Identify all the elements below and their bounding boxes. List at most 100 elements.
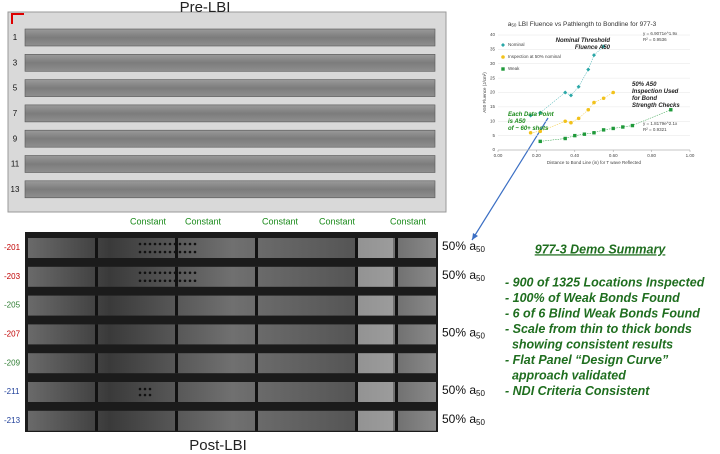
- strip-seam: [255, 324, 258, 345]
- lbi-spot: [163, 279, 167, 283]
- lbi-spot: [168, 250, 172, 254]
- lbi-spot: [173, 279, 177, 283]
- arrow-line: [471, 117, 549, 241]
- lbi-spot: [158, 242, 162, 246]
- column-label: Constant: [390, 216, 427, 226]
- a50-note: 50% a50: [442, 412, 485, 427]
- lbi-spot: [138, 387, 142, 391]
- row-label: -205: [4, 301, 21, 310]
- summary-line: - Flat Panel “Design Curve”: [505, 353, 669, 367]
- lbi-spot: [148, 393, 152, 397]
- lbi-spot: [153, 250, 157, 254]
- a50-sub: 50: [476, 245, 485, 254]
- point: [528, 113, 533, 118]
- strip-seam: [175, 324, 178, 345]
- strip-label: 5: [13, 84, 18, 93]
- lbi-spot: [193, 242, 197, 246]
- point: [621, 125, 625, 129]
- lbi-spot: [188, 271, 192, 275]
- post-strip: [28, 382, 436, 402]
- point: [601, 128, 606, 132]
- pre-strip: [24, 28, 436, 47]
- column-label: Constant: [130, 216, 167, 226]
- trend-line: [540, 109, 671, 142]
- annotation-line: Nominal Threshold: [556, 38, 611, 44]
- lbi-spot: [148, 279, 152, 283]
- lbi-spot: [178, 279, 182, 283]
- strip-seam: [395, 382, 398, 402]
- legend-swatch: [501, 43, 505, 47]
- lbi-spot: [138, 279, 142, 283]
- lbi-spot: [188, 250, 192, 254]
- strip-seam: [395, 295, 398, 316]
- point: [601, 96, 606, 101]
- lbi-spot: [168, 242, 172, 246]
- strip-seam: [95, 410, 98, 431]
- legend-label: Weak: [508, 66, 520, 71]
- lbi-spot: [148, 271, 152, 275]
- y-tick-label: 15: [490, 104, 496, 109]
- strip-label: 1: [13, 33, 18, 42]
- lbi-spot: [158, 279, 162, 283]
- column-label: Constant: [185, 216, 222, 226]
- post-strip: [28, 238, 436, 258]
- strip-seam: [255, 353, 258, 374]
- point: [573, 133, 577, 138]
- lbi-spot: [193, 250, 197, 254]
- strip-seam: [255, 410, 258, 431]
- row-label: -203: [4, 272, 21, 281]
- y-tick-label: 0: [492, 147, 495, 152]
- lbi-spot: [143, 279, 147, 283]
- strip-label: 13: [11, 185, 20, 194]
- pre-strip: [24, 104, 436, 123]
- point: [538, 139, 542, 144]
- pre-strip: [24, 155, 436, 173]
- lbi-spot: [188, 242, 192, 246]
- strip-seam: [395, 266, 398, 287]
- row-label: -201: [4, 243, 21, 252]
- lbi-spot: [183, 271, 187, 275]
- point: [611, 90, 615, 95]
- a50-sub: 50: [476, 418, 485, 427]
- lbi-spot: [143, 271, 147, 275]
- chart-title: a50 LBI Fluence vs Pathlength to Bondlin…: [508, 21, 657, 28]
- strip-seam: [95, 353, 98, 374]
- title-rest: LBI Fluence vs Pathlength to Bondline fo…: [516, 21, 656, 28]
- row-label: -211: [4, 387, 20, 396]
- lbi-spot: [138, 250, 142, 254]
- lbi-spot: [153, 279, 157, 283]
- point: [592, 131, 596, 135]
- lbi-spot: [153, 242, 157, 246]
- a50-text: 50% a: [442, 326, 476, 340]
- legend-swatch: [501, 67, 505, 71]
- strip-seam: [255, 382, 258, 402]
- strip-label: 11: [11, 160, 20, 169]
- lbi-spot: [163, 242, 167, 246]
- lbi-spot: [138, 242, 142, 246]
- pre-strip: [24, 79, 436, 97]
- trend-line: [530, 46, 604, 116]
- y-tick-label: 35: [490, 47, 496, 52]
- post-strip: [28, 410, 436, 431]
- annotation-line: 50% A50: [632, 82, 657, 88]
- strip-seam: [255, 238, 258, 258]
- point: [601, 44, 606, 49]
- y-tick-label: 30: [490, 61, 496, 66]
- point: [563, 136, 567, 141]
- legend-label: Nominal: [508, 42, 525, 47]
- annotation-line: for Bond: [632, 96, 657, 102]
- strip-seam: [175, 353, 178, 374]
- pre-strip: [24, 180, 436, 199]
- x-tick-label: 0.60: [609, 153, 618, 158]
- y-tick-label: 25: [490, 75, 496, 80]
- title-prefix: a: [508, 21, 512, 28]
- pre-strip: [24, 53, 436, 72]
- annotation-line: Fluence A50: [575, 45, 611, 51]
- lbi-spot: [178, 250, 182, 254]
- strip-seam: [355, 353, 358, 374]
- strip-seam: [175, 238, 178, 258]
- lbi-spot: [178, 242, 182, 246]
- equation: R² = 0.9536: [643, 37, 667, 42]
- a50-note: 50% a50: [442, 383, 485, 398]
- point: [576, 116, 581, 121]
